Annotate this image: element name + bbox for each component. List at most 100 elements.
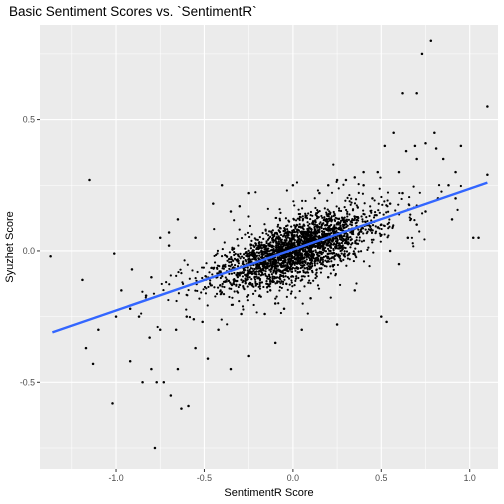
data-point (265, 240, 268, 243)
data-point (298, 262, 301, 265)
data-point (286, 230, 290, 233)
data-point (348, 213, 351, 216)
data-point (156, 325, 159, 329)
data-point (140, 312, 143, 315)
data-point (314, 251, 318, 254)
data-point (262, 285, 265, 289)
chart-title: Basic Sentiment Scores vs. `SentimentR` (9, 4, 257, 19)
data-point (363, 202, 366, 205)
data-point (289, 265, 293, 268)
data-point (376, 226, 379, 229)
data-point (374, 211, 377, 214)
data-point (266, 275, 269, 278)
data-point (169, 394, 173, 397)
data-point (296, 241, 299, 244)
data-point (236, 265, 240, 268)
data-point (297, 229, 301, 232)
data-point (252, 303, 255, 307)
data-point (243, 268, 247, 272)
data-point (331, 256, 334, 259)
data-point (321, 260, 325, 264)
data-point (360, 230, 363, 233)
data-point (192, 317, 196, 321)
data-point (302, 230, 305, 233)
data-point (185, 293, 188, 296)
data-point (329, 265, 332, 268)
data-point (213, 286, 216, 289)
data-point (299, 279, 302, 282)
data-point (278, 226, 281, 229)
data-point (355, 219, 358, 222)
data-point (301, 248, 305, 252)
data-point (254, 289, 257, 292)
data-point (309, 217, 312, 221)
data-point (271, 277, 274, 280)
data-point (342, 238, 345, 241)
data-point (373, 199, 376, 202)
data-point (271, 244, 274, 247)
data-point (348, 200, 351, 203)
data-point (343, 226, 346, 229)
data-point (314, 273, 317, 276)
data-point (242, 260, 245, 263)
data-point (250, 243, 253, 246)
data-point (346, 196, 349, 200)
data-point (326, 214, 329, 218)
data-point (191, 269, 194, 272)
data-point (355, 282, 358, 285)
data-point (274, 272, 278, 275)
data-point (287, 258, 290, 261)
data-point (456, 208, 459, 211)
data-point (337, 242, 341, 245)
data-point (378, 227, 381, 230)
data-point (314, 245, 317, 248)
data-point (148, 336, 151, 339)
data-point (333, 258, 336, 261)
data-point (277, 280, 281, 283)
data-point (257, 241, 260, 245)
data-point (378, 211, 381, 214)
data-point (300, 266, 304, 269)
data-point (291, 184, 295, 187)
data-point (304, 212, 307, 215)
data-point (271, 229, 274, 232)
data-point (84, 346, 88, 350)
data-point (337, 247, 340, 250)
data-point (343, 219, 346, 223)
data-point (314, 259, 317, 262)
data-point (296, 243, 300, 246)
data-point (319, 256, 323, 259)
data-point (329, 272, 332, 275)
data-point (283, 227, 286, 230)
data-point (240, 278, 243, 281)
data-point (382, 213, 385, 216)
data-point (360, 240, 364, 243)
data-point (262, 246, 265, 249)
data-point (212, 267, 215, 270)
data-point (234, 252, 237, 256)
data-point (290, 255, 293, 258)
data-point (347, 238, 350, 241)
data-point (274, 266, 277, 269)
data-point (228, 272, 231, 276)
x-tick-label: 0.5 (375, 473, 387, 483)
data-point (328, 239, 331, 242)
data-point (315, 217, 319, 220)
data-points (49, 39, 489, 450)
data-point (301, 260, 304, 264)
data-point (152, 292, 156, 295)
data-point (270, 249, 273, 252)
data-point (217, 328, 220, 332)
data-point (309, 236, 312, 239)
data-point (202, 266, 205, 269)
data-point (213, 228, 216, 231)
data-point (325, 211, 328, 214)
data-point (335, 323, 339, 326)
data-point (214, 295, 217, 298)
data-point (437, 184, 441, 187)
data-point (350, 197, 353, 200)
data-point (325, 265, 328, 268)
data-point (257, 270, 260, 273)
data-point (326, 226, 330, 229)
data-point (301, 240, 305, 243)
